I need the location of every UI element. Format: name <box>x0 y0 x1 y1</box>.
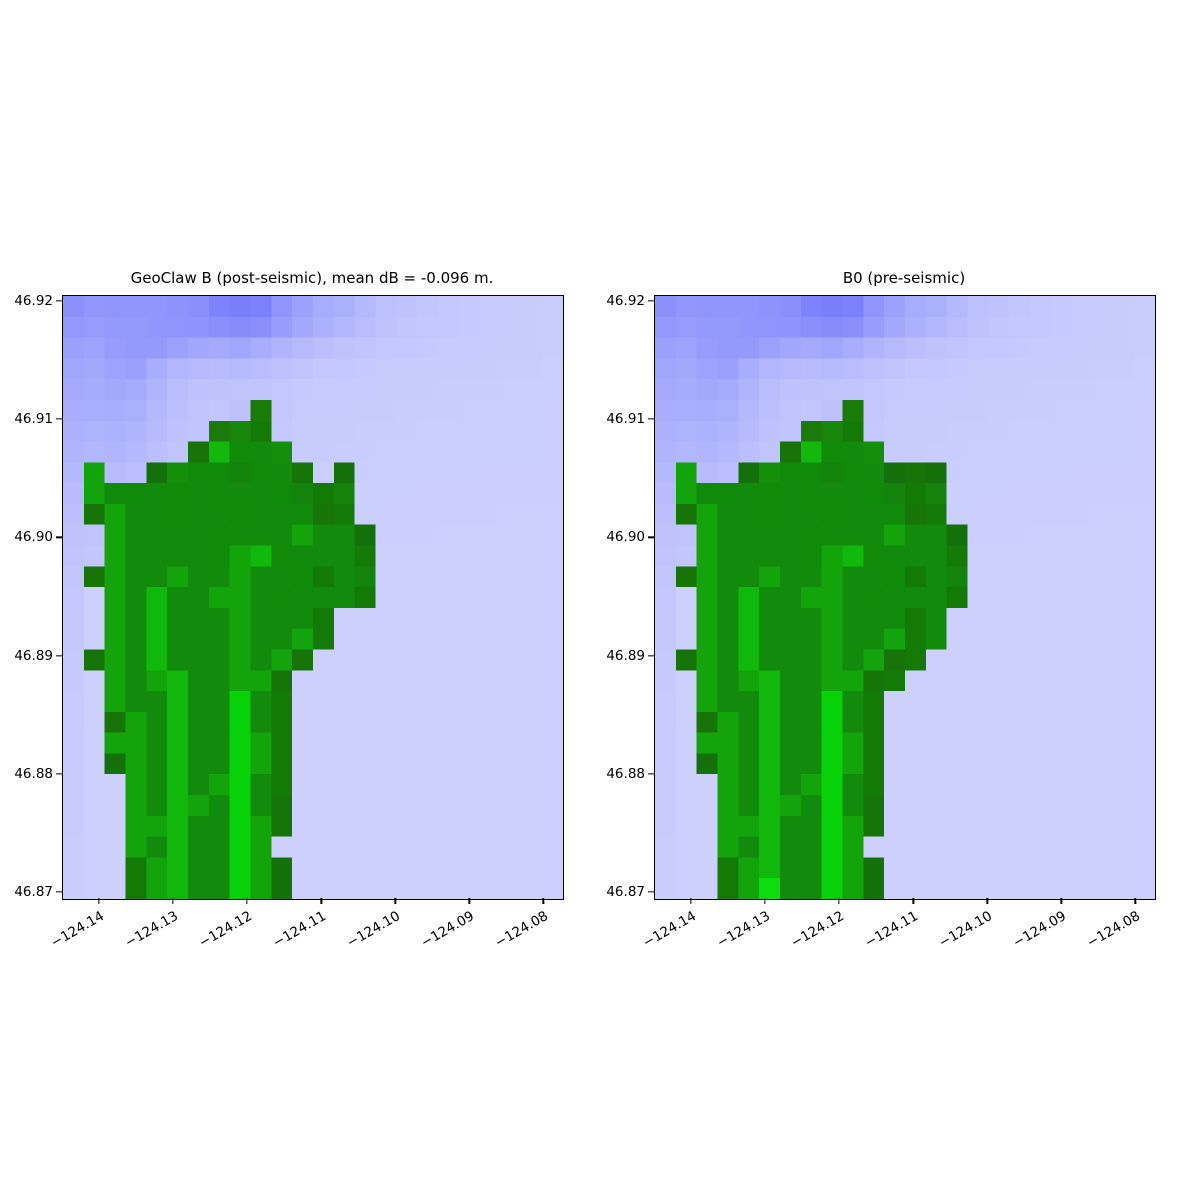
xtick-mark <box>98 898 100 904</box>
ytick-label: 46.89 <box>14 647 53 664</box>
ytick-mark <box>56 418 62 420</box>
ytick-label: 46.87 <box>606 884 645 901</box>
xtick-mark <box>394 898 396 904</box>
panel-title-post-seismic: GeoClaw B (post-seismic), mean dB = -0.0… <box>130 269 494 287</box>
xtick-mark <box>320 898 322 904</box>
xtick-label: −124.08 <box>1084 908 1144 952</box>
ytick-mark <box>648 773 654 775</box>
axes-area-pre-seismic <box>654 295 1156 900</box>
xtick-label: −124.11 <box>270 908 330 952</box>
xtick-mark <box>172 898 174 904</box>
xtick-label: −124.12 <box>196 908 256 952</box>
xtick-mark <box>1060 898 1063 904</box>
panel-pre-seismic: B0 (pre-seismic) 46.87 46.88 46.89 46.90 46.9… <box>606 269 1156 951</box>
panel-title-pre-seismic: B0 (pre-seismic) <box>842 269 966 287</box>
ytick-label: 46.88 <box>606 765 645 782</box>
ytick-label: 46.88 <box>14 765 53 782</box>
xtick-label: −124.09 <box>1010 908 1070 952</box>
topography-heatmap-post-seismic <box>63 296 563 899</box>
xtick-label: −124.10 <box>344 908 404 952</box>
ytick-label: 46.91 <box>606 411 645 428</box>
ytick-label: 46.89 <box>606 647 645 664</box>
ytick-mark <box>56 773 62 775</box>
ytick-label: 46.91 <box>14 411 53 428</box>
ytick-mark <box>648 536 654 539</box>
xtick-mark <box>690 898 692 904</box>
ytick-label: 46.90 <box>606 529 645 546</box>
ytick-mark <box>56 300 62 302</box>
xtick-mark <box>764 898 766 904</box>
ytick-label: 46.92 <box>14 292 53 309</box>
ytick-label: 46.87 <box>14 884 53 901</box>
ytick-label: 46.90 <box>14 529 53 546</box>
xtick-label: −124.08 <box>492 908 552 952</box>
xtick-label: −124.13 <box>122 908 182 952</box>
ytick-mark <box>56 891 62 893</box>
xtick-label: −124.12 <box>788 908 848 952</box>
ytick-mark <box>648 654 654 657</box>
ytick-mark <box>648 891 654 893</box>
xtick-mark <box>468 898 471 904</box>
ytick-label: 46.92 <box>606 292 645 309</box>
ytick-mark <box>56 654 62 657</box>
xtick-mark <box>246 898 248 904</box>
xtick-label: −124.13 <box>714 908 774 952</box>
ytick-mark <box>648 418 654 420</box>
xtick-label: −124.14 <box>48 908 108 952</box>
xtick-mark <box>1134 898 1137 904</box>
ytick-mark <box>56 536 62 539</box>
xtick-mark <box>542 898 545 904</box>
axes-area-post-seismic <box>62 295 564 900</box>
xtick-mark <box>838 898 840 904</box>
xtick-label: −124.10 <box>936 908 996 952</box>
xtick-label: −124.09 <box>418 908 478 952</box>
panel-post-seismic: GeoClaw B (post-seismic), mean dB = -0.0… <box>14 269 564 951</box>
xtick-label: −124.11 <box>862 908 922 952</box>
xtick-mark <box>912 898 914 904</box>
xtick-label: −124.14 <box>640 908 700 952</box>
xtick-mark <box>986 898 988 904</box>
topography-heatmap-pre-seismic <box>655 296 1155 899</box>
ytick-mark <box>648 300 654 302</box>
